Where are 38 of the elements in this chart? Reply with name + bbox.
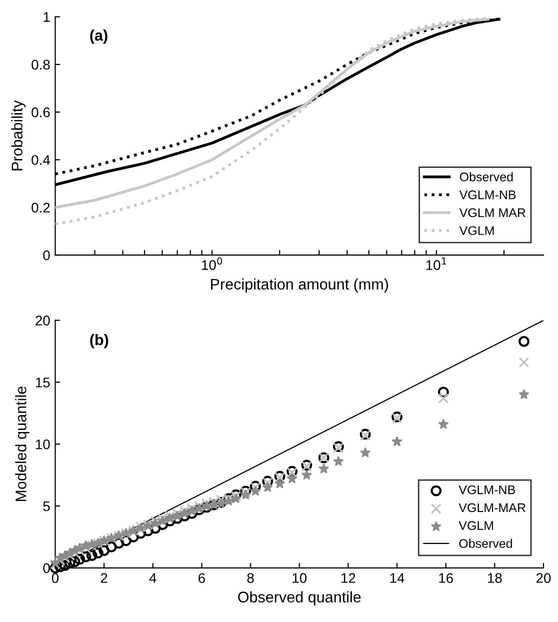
y-tick-label: 1 [44, 12, 50, 22]
legend-label: VGLM MAR [459, 208, 526, 218]
y-axis-title: Modeled quantile [15, 386, 30, 502]
legend-label: Observed [459, 538, 512, 548]
y-tick-label: 5 [43, 501, 50, 512]
y-tick-label: 20 [36, 316, 50, 326]
x-tick-label: 10 [292, 573, 307, 583]
annotation: (b) [90, 334, 108, 348]
x-tick-label: 8 [247, 573, 254, 583]
legend-label: VGLM-MAR [458, 503, 526, 512]
x-tick-label: 14 [390, 573, 404, 583]
legend-label: VGLM-NB [459, 190, 516, 200]
annotation: (a) [90, 30, 108, 44]
x-tick-label: 16 [439, 573, 453, 583]
y-tick-label: 15 [36, 378, 50, 388]
legend-label: VGLM-NB [458, 485, 515, 494]
y-tick-label: 0.8 [32, 60, 50, 70]
x-tick-label: 6 [198, 573, 205, 583]
x-tick-label: 10$^{1}$ [426, 257, 446, 270]
y-tick-label: 0.6 [32, 107, 50, 118]
x-tick-label: 12 [342, 573, 356, 583]
x-tick-label: 2 [100, 573, 108, 583]
y-tick-label: 0 [43, 250, 50, 260]
x-tick-label: 18 [488, 573, 502, 583]
x-axis-title: Observed quantile [238, 591, 361, 606]
x-tick-label: 20 [536, 573, 551, 583]
legend-label: Observed [460, 172, 513, 182]
x-tick-label: 4 [149, 573, 156, 583]
x-tick-label: 0 [52, 573, 59, 583]
x-tick-label: 10$^{0}$ [202, 257, 222, 270]
y-axis-title: Probability [11, 100, 26, 170]
y-tick-label: 10 [36, 439, 50, 450]
y-tick-label: 0.2 [32, 202, 50, 213]
legend-label: VGLM [459, 226, 494, 236]
x-axis-title: Precipitation amount (mm) [211, 278, 388, 293]
y-tick-label: 0 [43, 563, 50, 574]
legend-label: VGLM [458, 521, 494, 530]
y-tick-label: 0.4 [32, 155, 50, 165]
